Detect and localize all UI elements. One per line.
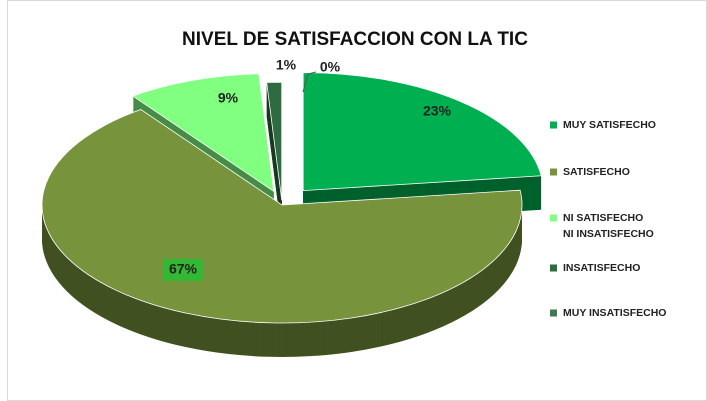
data-label: 9%: [218, 90, 239, 106]
legend-swatch: [550, 214, 557, 222]
legend-label: INSATISFECHO: [563, 262, 640, 274]
legend-label: MUY SATISFECHO: [563, 119, 656, 131]
legend-label: NI SATISFECHO NI INSATISFECHO: [563, 212, 654, 240]
slice: [302, 72, 542, 192]
legend-swatch: [550, 121, 557, 129]
chart-title: NIVEL DE SATISFACCION CON LA TIC: [182, 29, 528, 50]
legend-label: MUY INSATISFECHO: [563, 307, 666, 319]
data-label-box: [163, 259, 203, 281]
data-label: 23%: [423, 103, 452, 119]
data-label: 0%: [320, 59, 341, 75]
legend-swatch: [550, 264, 557, 272]
leader-line: [302, 71, 317, 93]
slice: [131, 73, 275, 193]
data-label: 67%: [169, 261, 198, 277]
slice: [41, 109, 523, 324]
legend-label: SATISFECHO: [563, 166, 630, 178]
data-label: 1%: [276, 57, 297, 73]
legend-swatch: [550, 309, 557, 317]
legend-swatch: [550, 168, 557, 176]
